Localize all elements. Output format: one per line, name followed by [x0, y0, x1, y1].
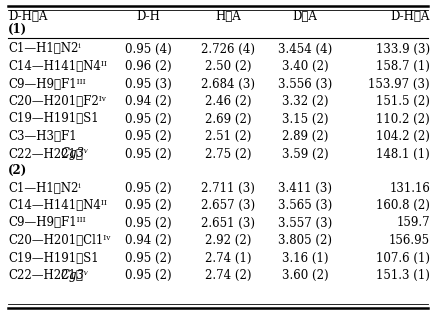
- Text: 151.3 (1): 151.3 (1): [376, 269, 430, 282]
- Text: 159.7: 159.7: [396, 216, 430, 230]
- Text: 0.95 (2): 0.95 (2): [125, 216, 171, 230]
- Text: 0.95 (2): 0.95 (2): [125, 112, 171, 126]
- Text: C22—H221⋯: C22—H221⋯: [8, 269, 83, 282]
- Text: 3.411 (3): 3.411 (3): [278, 181, 332, 194]
- Text: 0.95 (2): 0.95 (2): [125, 199, 171, 212]
- Text: 3.556 (3): 3.556 (3): [278, 78, 332, 90]
- Text: C14—H141⋯N4ᴵᴵ: C14—H141⋯N4ᴵᴵ: [8, 199, 107, 212]
- Text: 0.94 (2): 0.94 (2): [125, 234, 171, 247]
- Text: 3.40 (2): 3.40 (2): [282, 60, 328, 73]
- Text: 110.2 (2): 110.2 (2): [376, 112, 430, 126]
- Text: 3.15 (2): 3.15 (2): [282, 112, 328, 126]
- Text: 104.2 (2): 104.2 (2): [376, 130, 430, 143]
- Text: C3—H3⋯F1: C3—H3⋯F1: [8, 130, 77, 143]
- Text: Cg3ᵛ: Cg3ᵛ: [61, 269, 89, 282]
- Text: 156.95: 156.95: [389, 234, 430, 247]
- Text: C9—H9⋯F1ᴵᴵᴵ: C9—H9⋯F1ᴵᴵᴵ: [8, 78, 85, 90]
- Text: 3.60 (2): 3.60 (2): [282, 269, 328, 282]
- Text: 2.711 (3): 2.711 (3): [201, 181, 255, 194]
- Text: 133.9 (3): 133.9 (3): [376, 42, 430, 56]
- Text: 2.46 (2): 2.46 (2): [205, 95, 251, 108]
- Text: 2.92 (2): 2.92 (2): [205, 234, 251, 247]
- Text: 0.95 (2): 0.95 (2): [125, 269, 171, 282]
- Text: H⋯A: H⋯A: [215, 10, 241, 24]
- Text: 0.94 (2): 0.94 (2): [125, 95, 171, 108]
- Text: 158.7 (1): 158.7 (1): [376, 60, 430, 73]
- Text: 2.75 (2): 2.75 (2): [205, 148, 251, 160]
- Text: (1): (1): [8, 23, 27, 35]
- Text: Cg3ᵛ: Cg3ᵛ: [61, 148, 89, 160]
- Text: D-H⋯A: D-H⋯A: [391, 10, 430, 24]
- Text: 3.805 (2): 3.805 (2): [278, 234, 332, 247]
- Text: 2.74 (2): 2.74 (2): [205, 269, 251, 282]
- Text: C14—H141⋯N4ᴵᴵ: C14—H141⋯N4ᴵᴵ: [8, 60, 107, 73]
- Text: 2.651 (3): 2.651 (3): [201, 216, 255, 230]
- Text: C20—H201⋯Cl1ᴵᵛ: C20—H201⋯Cl1ᴵᵛ: [8, 234, 111, 247]
- Text: 2.69 (2): 2.69 (2): [205, 112, 251, 126]
- Text: 0.95 (4): 0.95 (4): [125, 42, 171, 56]
- Text: 0.96 (2): 0.96 (2): [125, 60, 171, 73]
- Text: 0.95 (2): 0.95 (2): [125, 148, 171, 160]
- Text: 3.59 (2): 3.59 (2): [282, 148, 328, 160]
- Text: 2.51 (2): 2.51 (2): [205, 130, 251, 143]
- Text: 0.95 (2): 0.95 (2): [125, 181, 171, 194]
- Text: 3.454 (4): 3.454 (4): [278, 42, 332, 56]
- Text: C19—H191⋯S1: C19—H191⋯S1: [8, 112, 99, 126]
- Text: C9—H9⋯F1ᴵᴵᴵ: C9—H9⋯F1ᴵᴵᴵ: [8, 216, 85, 230]
- Text: 151.5 (2): 151.5 (2): [376, 95, 430, 108]
- Text: 3.32 (2): 3.32 (2): [282, 95, 328, 108]
- Text: 3.565 (3): 3.565 (3): [278, 199, 332, 212]
- Text: C1—H1⋯N2ⁱ: C1—H1⋯N2ⁱ: [8, 181, 81, 194]
- Text: 3.16 (1): 3.16 (1): [282, 252, 328, 264]
- Text: 2.726 (4): 2.726 (4): [201, 42, 255, 56]
- Text: C1—H1⋯N2ⁱ: C1—H1⋯N2ⁱ: [8, 42, 81, 56]
- Text: 2.657 (3): 2.657 (3): [201, 199, 255, 212]
- Text: D⋯A: D⋯A: [293, 10, 317, 24]
- Text: 153.97 (3): 153.97 (3): [368, 78, 430, 90]
- Text: 2.74 (1): 2.74 (1): [205, 252, 251, 264]
- Text: 2.89 (2): 2.89 (2): [282, 130, 328, 143]
- Text: 2.684 (3): 2.684 (3): [201, 78, 255, 90]
- Text: C19—H191⋯S1: C19—H191⋯S1: [8, 252, 99, 264]
- Text: 0.95 (3): 0.95 (3): [125, 78, 171, 90]
- Text: 2.50 (2): 2.50 (2): [205, 60, 251, 73]
- Text: D-H⋯A: D-H⋯A: [8, 10, 48, 24]
- Text: 3.557 (3): 3.557 (3): [278, 216, 332, 230]
- Text: D-H: D-H: [136, 10, 160, 24]
- Text: 0.95 (2): 0.95 (2): [125, 252, 171, 264]
- Text: C20—H201⋯F2ᴵᵛ: C20—H201⋯F2ᴵᵛ: [8, 95, 106, 108]
- Text: 148.1 (1): 148.1 (1): [376, 148, 430, 160]
- Text: 107.6 (1): 107.6 (1): [376, 252, 430, 264]
- Text: 131.16: 131.16: [389, 181, 430, 194]
- Text: C22—H221⋯: C22—H221⋯: [8, 148, 83, 160]
- Text: (2): (2): [8, 164, 27, 177]
- Text: 0.95 (2): 0.95 (2): [125, 130, 171, 143]
- Text: 160.8 (2): 160.8 (2): [376, 199, 430, 212]
